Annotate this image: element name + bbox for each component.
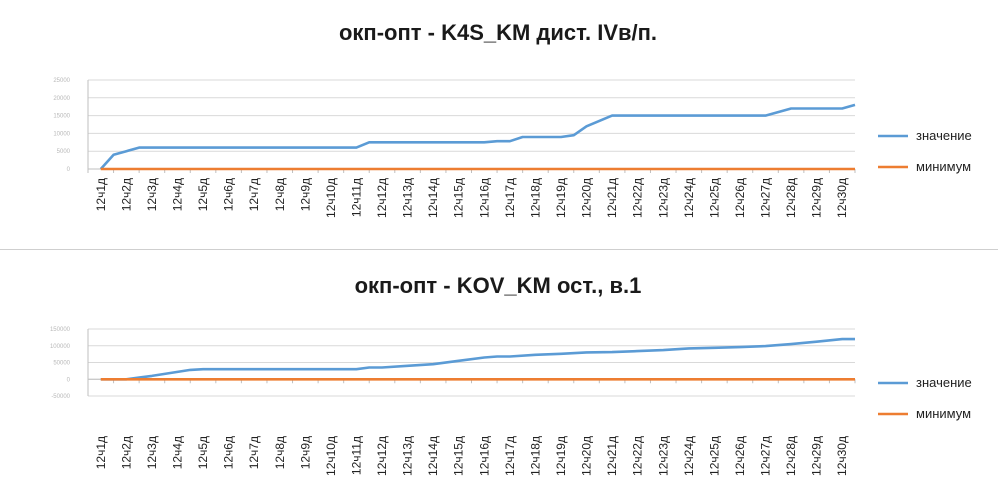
x-tick-label: 12ч18д [528,178,542,218]
x-tick-label: 12ч8д [273,178,287,211]
x-tick-label: 12ч16д [477,436,491,476]
chart-title: окп-опт - K4S_KM дист. IVв/п. [339,20,657,45]
x-tick-label: 12ч4д [170,178,184,211]
y-tick-label: 15000 [53,114,70,120]
x-tick-label: 12ч14д [426,436,440,476]
x-tick-label: 12ч3д [145,436,159,469]
x-tick-label: 12ч7д [247,178,261,211]
x-tick-label: 12ч10д [324,436,338,476]
chart-kov-svg: окп-опт - KOV_KM ост., в.1 150000 100000 5… [50,273,972,476]
x-tick-label: 12ч27д [759,436,773,476]
x-tick-label: 12ч21д [605,436,619,476]
x-tick-label: 12ч3д [145,178,159,211]
chart-panel-kov: окп-опт - KOV_KM ост., в.1 150000 100000 5… [0,250,998,500]
x-tick-label: 12ч11д [349,178,363,217]
x-tick-label: 12ч20д [580,178,594,218]
x-tick-label: 12ч19д [554,178,568,218]
x-tick-label: 12ч16д [477,178,491,218]
chart-title: окп-опт - KOV_KM ост., в.1 [355,273,642,298]
x-tick-label: 12ч24д [682,178,696,218]
gridlines [88,79,855,170]
x-tick-label: 12ч17д [503,436,517,476]
y-tick-label: 0 [67,167,71,173]
x-tick-label: 12ч30д [835,178,849,218]
x-tick-label: 12ч25д [707,436,721,476]
y-tick-label: 5000 [57,149,71,155]
x-tick-label: 12ч9д [298,436,312,469]
x-tick-label: 12ч22д [631,178,645,218]
y-tick-label: 50000 [53,361,70,367]
x-tick-label: 12ч1д [94,436,108,469]
y-tick-label: 100000 [50,344,71,350]
x-tick-label: 12ч28д [784,178,798,218]
x-tick-label: 12ч5д [196,178,210,211]
x-tick-label: 12ч12д [375,178,389,218]
chart-k4s-svg: окп-опт - K4S_KM дист. IVв/п. 25000 20000… [53,20,972,218]
y-tick-label: 0 [67,377,71,383]
y-tick-label: -50000 [51,394,70,400]
legend-label-value: значение [916,375,972,390]
chart-panel-k4s: окп-опт - K4S_KM дист. IVв/п. 25000 20000… [53,20,972,218]
x-tick-label: 12ч23д [656,436,670,476]
y-tick-label: 10000 [53,131,70,137]
x-tick-label: 12ч20д [580,436,594,476]
x-tick-label: 12ч17д [503,178,517,218]
x-tick-label: 12ч13д [401,436,415,476]
x-tick-label: 12ч29д [810,178,824,218]
x-tick-label: 12ч24д [682,436,696,476]
x-tick-label: 12ч25д [707,178,721,218]
y-tick-label: 20000 [53,96,70,102]
gridlines [88,328,855,397]
x-tick-label: 12ч5д [196,436,210,469]
x-tick-label: 12ч2д [119,178,133,211]
series-line-value [99,103,856,170]
x-tick-label: 12ч15д [452,436,466,476]
x-tick-label: 12ч18д [528,436,542,476]
legend-label-minimum: минимум [916,159,971,174]
y-tick-label: 150000 [50,327,71,333]
x-tick-label: 12ч13д [401,178,415,218]
x-tick-label: 12ч12д [375,436,389,476]
x-tick-label: 12ч23д [656,178,670,218]
x-tick-label: 12ч15д [452,178,466,218]
x-tick-label: 12ч11д [349,436,363,475]
x-tick-label: 12ч29д [810,436,824,476]
x-tick-label: 12ч27д [759,178,773,218]
y-tick-label: 25000 [53,78,70,84]
x-tick-label: 12ч10д [324,178,338,218]
x-tick-label: 12ч6д [222,178,236,211]
legend-label-value: значение [916,128,972,143]
x-tick-label: 12ч28д [784,436,798,476]
x-tick-label: 12ч8д [273,436,287,469]
x-tick-label: 12ч1д [94,178,108,211]
x-tick-label: 12ч7д [247,436,261,469]
x-tick-label: 12ч9д [298,178,312,211]
series-line-value [100,337,855,381]
x-tick-label: 12ч26д [733,178,747,218]
x-tick-label: 12ч4д [170,436,184,469]
x-tick-label: 12ч2д [119,436,133,469]
x-tick-label: 12ч14д [426,178,440,218]
legend-label-minimum: минимум [916,406,971,421]
x-tick-label: 12ч21д [605,178,619,218]
x-tick-label: 12ч30д [835,436,849,476]
x-tick-label: 12ч6д [222,436,236,469]
x-tick-label: 12ч22д [631,436,645,476]
x-tick-label: 12ч19д [554,436,568,476]
x-tick-label: 12ч26д [733,436,747,476]
